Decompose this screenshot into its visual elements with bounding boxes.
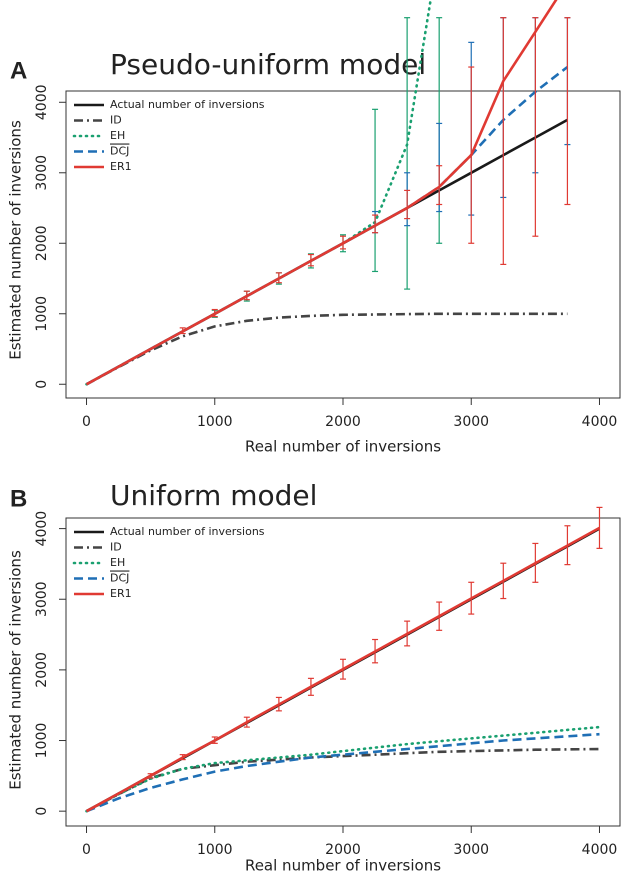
x-tick-label: 4000: [582, 414, 618, 430]
legend-label: Actual number of inversions: [110, 525, 265, 538]
chart-title: Uniform model: [110, 479, 317, 512]
series-line: [85, 0, 558, 386]
x-tick-label: 1000: [197, 414, 233, 430]
x-tick-label: 3000: [453, 414, 489, 430]
y-tick-label: 3000: [34, 581, 50, 617]
error-bar: [211, 736, 218, 744]
x-tick-label: 2000: [325, 842, 361, 858]
panel-letter: A: [10, 57, 27, 84]
y-tick-label: 2000: [34, 225, 50, 261]
y-tick-label: 4000: [34, 511, 50, 547]
error-bar: [179, 327, 186, 335]
x-tick-label: 2000: [325, 414, 361, 430]
error-bar: [564, 17, 571, 206]
legend-label: ID: [110, 114, 122, 127]
y-tick-label: 1000: [34, 723, 50, 759]
y-axis-label: Estimated number of inversions: [7, 120, 25, 360]
legend-label: DCJ: [110, 145, 129, 158]
y-tick-label: 2000: [34, 652, 50, 688]
error-bar: [147, 773, 154, 779]
y-axis-label: Estimated number of inversions: [7, 550, 25, 790]
plot-layer: [85, 506, 603, 813]
x-axis-label: Real number of inversions: [245, 857, 441, 875]
error-bar: [372, 108, 379, 273]
error-bar: [307, 677, 314, 696]
error-bar: [596, 506, 603, 549]
error-bar: [179, 754, 186, 761]
series-line: [85, 312, 568, 386]
legend-label: ID: [110, 541, 122, 554]
x-tick-label: 1000: [197, 842, 233, 858]
legend-label: ER1: [110, 160, 132, 173]
error-bar: [372, 638, 379, 664]
error-bar: [372, 214, 379, 234]
error-bar: [404, 620, 411, 647]
error-bar: [532, 17, 539, 237]
error-bar: [340, 235, 346, 250]
error-bar: [404, 189, 411, 220]
error-bar: [532, 542, 539, 583]
x-tick-label: 0: [82, 842, 91, 858]
error-bar: [275, 696, 282, 712]
error-bar: [340, 658, 346, 680]
error-bar: [500, 17, 507, 266]
x-axis-label: Real number of inversions: [245, 438, 441, 456]
error-bar: [468, 66, 475, 244]
chart-title: Pseudo-uniform model: [110, 48, 426, 81]
y-tick-label: 0: [34, 807, 50, 816]
y-tick-label: 1000: [34, 296, 50, 332]
error-bar: [275, 272, 282, 284]
y-tick-label: 4000: [34, 84, 50, 120]
legend-label: EH: [110, 556, 125, 569]
x-tick-label: 4000: [582, 842, 618, 858]
y-tick-label: 3000: [34, 155, 50, 191]
error-bar: [468, 581, 475, 615]
y-tick-label: 0: [34, 380, 50, 389]
x-tick-label: 0: [82, 414, 91, 430]
error-bar: [436, 165, 443, 206]
x-tick-label: 3000: [453, 842, 489, 858]
error-bar: [436, 601, 443, 631]
error-bar: [404, 17, 411, 290]
error-bar: [500, 562, 507, 600]
error-bar: [243, 716, 250, 728]
panel-letter: B: [10, 485, 27, 512]
series-line: [85, 65, 569, 386]
series-line: [86, 732, 600, 813]
series-line: [85, 747, 600, 813]
legend-label: ER1: [110, 587, 132, 600]
error-bar: [243, 290, 250, 301]
legend-label: DCJ: [110, 572, 129, 585]
series-line: [85, 725, 601, 813]
error-bar: [211, 308, 218, 318]
legend-label: EH: [110, 129, 125, 142]
error-bar: [307, 253, 314, 267]
plot-layer: [85, 0, 571, 386]
error-bar: [564, 525, 571, 566]
legend-label: Actual number of inversions: [110, 98, 265, 111]
